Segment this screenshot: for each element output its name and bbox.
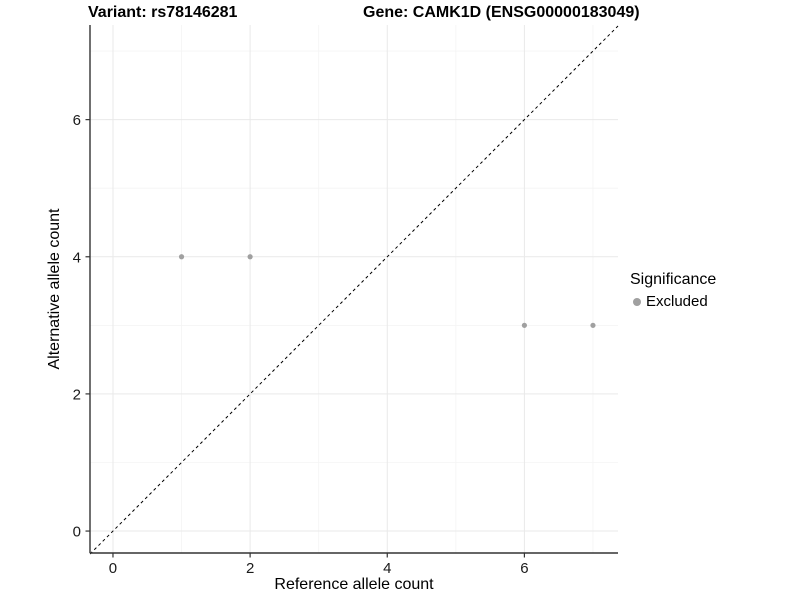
legend-item-label: Excluded: [646, 293, 708, 310]
data-point: [590, 322, 596, 328]
x-tick-label: 2: [246, 560, 254, 577]
x-tick-label: 6: [520, 560, 528, 577]
y-tick-label: 2: [73, 386, 81, 403]
plot-title-variant: Variant: rs78146281: [88, 4, 238, 21]
x-tick-label: 0: [109, 560, 117, 577]
legend: Significance Excluded: [630, 271, 716, 310]
data-point: [247, 254, 253, 260]
legend-item-excluded: Excluded: [630, 293, 716, 310]
y-tick-label: 6: [73, 112, 81, 129]
legend-key-dot-icon: [633, 297, 641, 306]
x-tick-label: 4: [383, 560, 391, 577]
identity-reference-line: [89, 25, 619, 555]
y-axis-title-text: Alternative allele count: [46, 208, 63, 370]
data-point: [521, 322, 528, 328]
data-point: [178, 254, 185, 260]
y-tick-label: 4: [73, 249, 81, 266]
plot-title-gene: Gene: CAMK1D (ENSG00000183049): [363, 4, 640, 21]
y-tick-label: 0: [73, 524, 81, 541]
x-axis-title: Reference allele count: [274, 576, 434, 593]
legend-title: Significance: [630, 271, 717, 288]
